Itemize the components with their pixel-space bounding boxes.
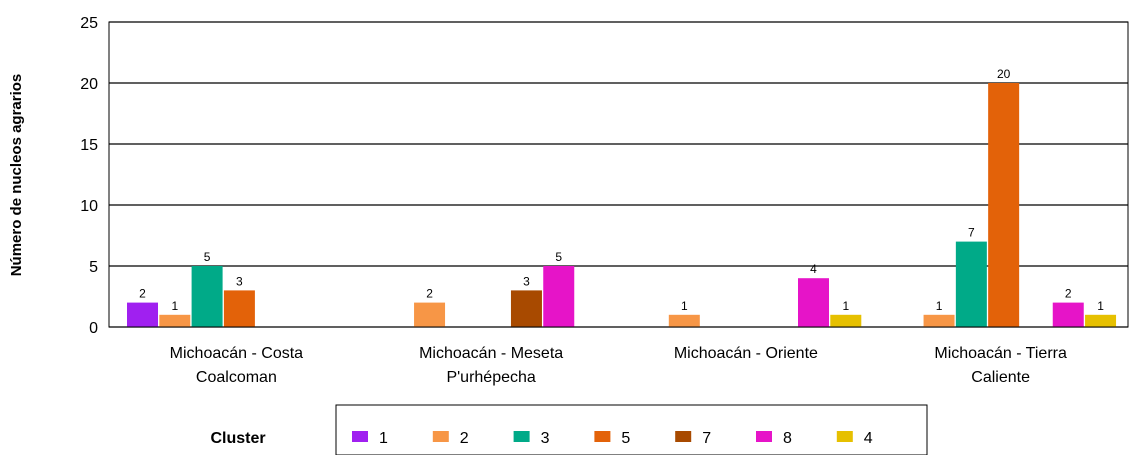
- bar-series-3: [191, 266, 223, 327]
- bar-series-3: [955, 241, 987, 327]
- bar-series-8: [543, 266, 575, 327]
- data-label: 1: [842, 299, 849, 313]
- data-label: 2: [1065, 287, 1072, 301]
- data-label: 20: [997, 67, 1011, 81]
- data-label: 7: [968, 226, 975, 240]
- data-label: 1: [171, 299, 178, 313]
- legend-swatch: [836, 431, 853, 442]
- bar-series-4: [830, 314, 862, 327]
- category-label: P'urhépecha: [446, 369, 535, 386]
- legend-label: 2: [460, 430, 469, 447]
- legend-label: 1: [379, 430, 388, 447]
- bar-series-2: [159, 314, 191, 327]
- category-label: Michoacán - Meseta: [419, 345, 563, 362]
- y-tick-label: 10: [80, 198, 98, 215]
- legend-label: 7: [702, 430, 711, 447]
- plot-frame: [108, 21, 1129, 328]
- category-label: Caliente: [971, 369, 1030, 386]
- legend: Cluster 1 2 3 5 7 8 4: [210, 404, 928, 455]
- legend-label: 4: [864, 430, 873, 447]
- category-label: Michoacán - Costa: [170, 345, 303, 362]
- bar-series-8: [1052, 302, 1084, 327]
- legend-swatch: [756, 431, 772, 442]
- category-label: Coalcoman: [196, 369, 277, 386]
- category-labels: Michoacán - Costa Coalcoman Michoacán - Me…: [170, 345, 1067, 386]
- data-label: 1: [936, 299, 943, 313]
- bar-series-2: [414, 302, 446, 327]
- bar-series-5: [223, 290, 255, 327]
- y-tick-label: 25: [80, 15, 98, 32]
- bar-series-8: [798, 278, 829, 327]
- legend-swatch: [594, 431, 611, 442]
- legend-frame: [335, 404, 928, 455]
- bar-series-2: [668, 314, 700, 327]
- data-label: 1: [1097, 299, 1104, 313]
- data-label: 2: [426, 287, 433, 301]
- legend-label: 8: [783, 430, 792, 447]
- data-label: 1: [681, 299, 688, 313]
- legend-swatch: [352, 431, 368, 442]
- bar-series-5: [988, 83, 1020, 327]
- y-tick-label: 15: [80, 137, 98, 154]
- data-labels: 2 1 5 3 2 3 5 1 4 1 1 7 20 2 1: [139, 67, 1104, 313]
- data-label: 5: [204, 250, 211, 264]
- bars: [127, 83, 1117, 327]
- data-label: 2: [139, 287, 146, 301]
- legend-swatch: [675, 431, 692, 442]
- data-label: 4: [810, 262, 817, 276]
- bar-series-2: [923, 314, 955, 327]
- y-axis-label: Número de nucleos agrarios: [8, 74, 25, 277]
- y-tick-labels: 0 5 10 15 20 25: [80, 15, 98, 337]
- data-label: 3: [523, 274, 530, 288]
- category-label: Michoacán - Oriente: [674, 345, 818, 362]
- legend-items: 1 2 3 5 7 8 4: [352, 430, 873, 447]
- data-label: 5: [555, 250, 562, 264]
- legend-label: 5: [621, 430, 630, 447]
- legend-label: 3: [541, 430, 550, 447]
- y-tick-label: 0: [89, 320, 98, 337]
- bar-series-1: [127, 302, 158, 327]
- category-label: Michoacán - Tierra: [934, 345, 1067, 362]
- data-label: 3: [236, 274, 243, 288]
- bar-series-4: [1085, 314, 1117, 327]
- bar-series-7: [510, 290, 542, 327]
- legend-swatch: [513, 431, 530, 442]
- y-tick-label: 5: [89, 259, 98, 276]
- legend-swatch: [432, 431, 449, 442]
- y-tick-label: 20: [80, 76, 98, 93]
- legend-title: Cluster: [210, 430, 265, 447]
